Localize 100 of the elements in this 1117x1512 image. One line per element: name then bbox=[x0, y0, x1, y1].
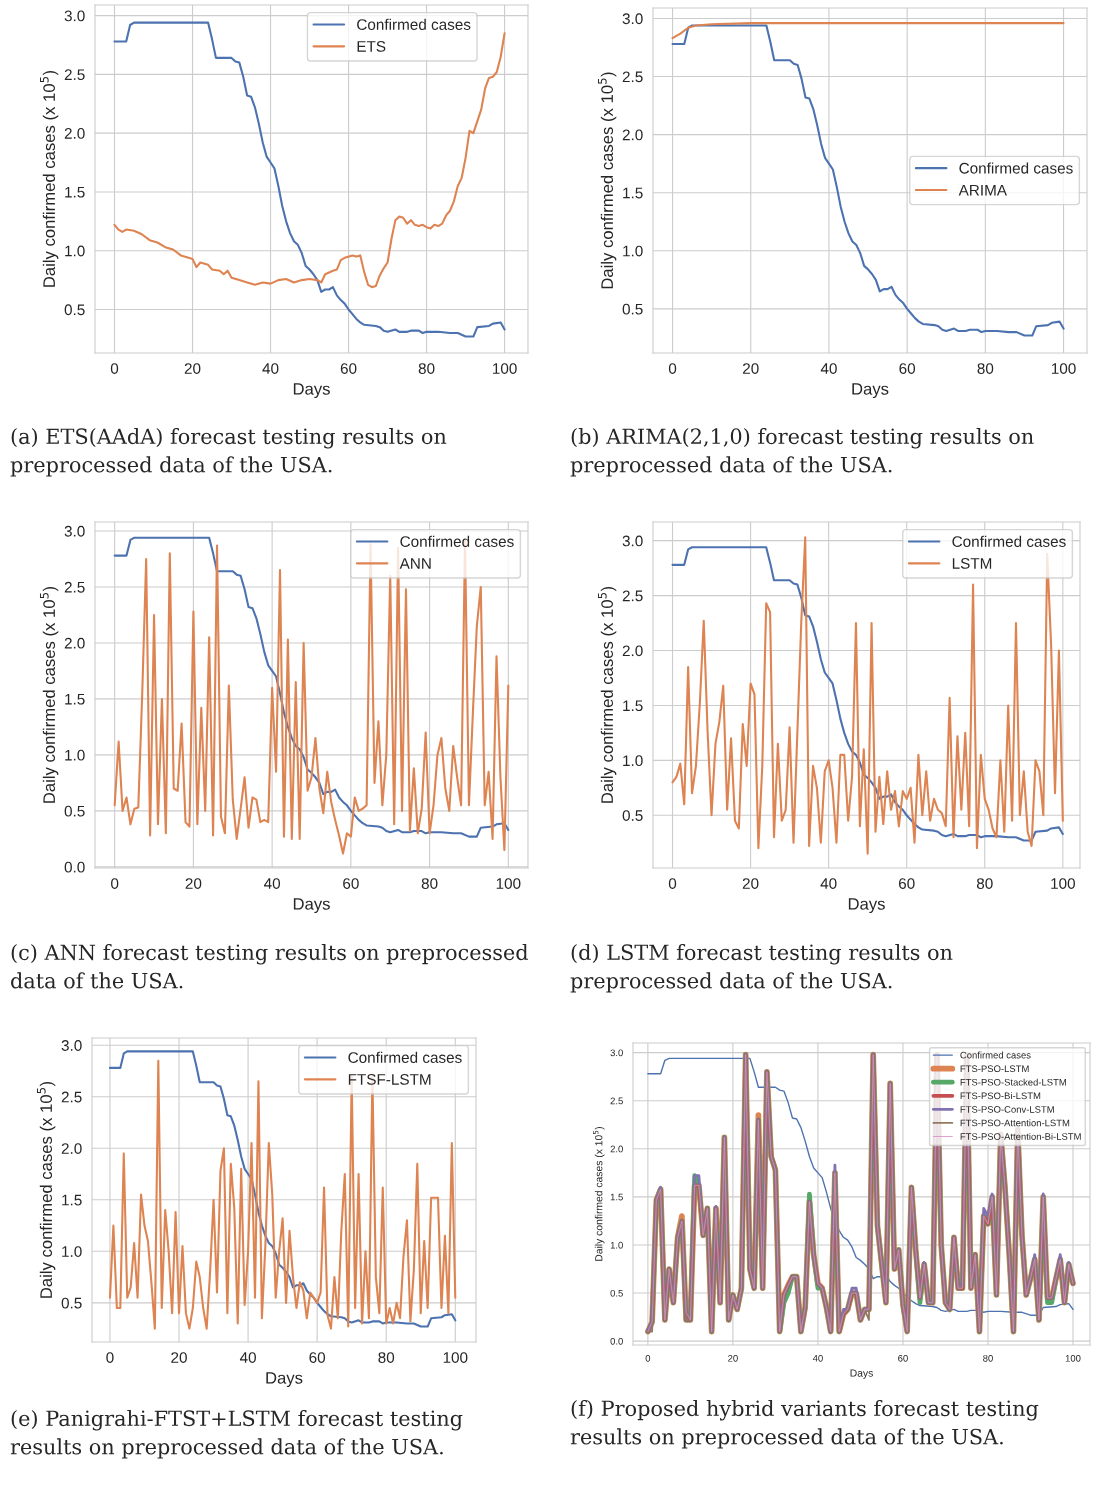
legend-label: Confirmed cases bbox=[959, 162, 1073, 174]
x-tick-label: 60 bbox=[309, 1352, 326, 1363]
x-tick-label: 0 bbox=[668, 878, 677, 889]
legend-label: FTS-PSO-Conv-LSTM bbox=[960, 1106, 1054, 1113]
x-tick-label: 20 bbox=[185, 878, 202, 889]
y-tick-label: 1.5 bbox=[623, 187, 643, 199]
y-axis-title: Daily confirmed cases (x 10$^{5}$) bbox=[597, 72, 617, 289]
y-tick-label: 3.0 bbox=[64, 10, 85, 22]
y-tick-label: 1.0 bbox=[623, 755, 643, 767]
y-tick-label: 1.5 bbox=[65, 186, 85, 198]
x-tick-label: 40 bbox=[820, 363, 837, 374]
text: (d) LSTM forecast testing results on preprocessed data of the USA. bbox=[570, 944, 953, 993]
y-tick-label: 2.5 bbox=[622, 71, 643, 83]
x-axis-title: Days bbox=[266, 1372, 303, 1388]
legend-label: Confirmed cases bbox=[348, 1051, 462, 1063]
x-tick-label: 40 bbox=[262, 363, 279, 374]
line-series bbox=[671, 22, 1065, 40]
legend-label: ARIMA bbox=[958, 184, 1007, 196]
x-tick-label: 20 bbox=[728, 1354, 738, 1362]
x-tick-label: 100 bbox=[1051, 878, 1075, 889]
y-tick-label: 1.0 bbox=[623, 245, 643, 257]
legend-label: Confirmed cases bbox=[960, 1051, 1031, 1059]
y-tick-label: 1.0 bbox=[62, 1246, 82, 1257]
x-tick-label: 20 bbox=[184, 363, 201, 374]
x-tick-label: 100 bbox=[496, 878, 521, 889]
y-tick-label: 1.5 bbox=[623, 700, 643, 712]
y-tick-label: 2.5 bbox=[64, 69, 85, 81]
legend-label: ETS bbox=[357, 41, 386, 52]
y-tick-label: 0.5 bbox=[622, 810, 643, 821]
x-tick-label: 40 bbox=[239, 1352, 256, 1363]
text: (e) Panigrahi-FTST+LSTM forecast testing results on preprocessed data of the USA. bbox=[10, 1410, 463, 1459]
y-tick-label: 2.0 bbox=[622, 129, 643, 141]
legend-label: FTS-PSO-Bi-LSTM bbox=[960, 1092, 1041, 1100]
x-tick-label: 60 bbox=[898, 1354, 908, 1362]
x-axis-title: Days bbox=[293, 383, 330, 399]
x-tick-label: 60 bbox=[340, 363, 357, 374]
x-tick-label: 80 bbox=[976, 878, 993, 889]
y-tick-label: 0.5 bbox=[64, 805, 85, 817]
legend-label: FTS-PSO-Attention-LSTM bbox=[960, 1119, 1070, 1127]
x-tick-label: 80 bbox=[418, 363, 435, 374]
x-tick-label: 40 bbox=[820, 878, 837, 889]
x-axis-title: Days bbox=[850, 1369, 873, 1379]
legend-label: FTS-PSO-LSTM bbox=[960, 1065, 1029, 1073]
y-tick-label: 0.5 bbox=[622, 303, 643, 315]
x-axis-title: Days bbox=[293, 898, 330, 914]
y-tick-label: 1.0 bbox=[65, 749, 85, 761]
legend-label: FTSF-LSTM bbox=[348, 1074, 431, 1085]
y-tick-label: 0.5 bbox=[610, 1289, 623, 1297]
x-tick-label: 100 bbox=[443, 1352, 468, 1363]
x-tick-label: 80 bbox=[378, 1352, 395, 1363]
x-tick-label: 0 bbox=[110, 363, 119, 374]
x-tick-label: 0 bbox=[645, 1354, 651, 1362]
x-axis-title: Days bbox=[852, 383, 889, 399]
text: (f) Proposed hybrid variants forecast testing results on preprocessed data of the USA. bbox=[570, 1400, 1039, 1449]
x-tick-label: 80 bbox=[421, 878, 438, 889]
text: (b) ARIMA(2,1,0) forecast testing results on preprocessed data of the USA. bbox=[570, 428, 1034, 477]
y-tick-label: 2.0 bbox=[64, 128, 85, 139]
y-tick-label: 1.5 bbox=[65, 693, 85, 705]
x-tick-label: 0 bbox=[106, 1352, 114, 1363]
y-tick-label: 3.0 bbox=[622, 535, 643, 547]
y-tick-label: 2.0 bbox=[610, 1145, 623, 1153]
legend-label: Confirmed cases bbox=[952, 535, 1066, 547]
x-tick-label: 100 bbox=[1065, 1354, 1081, 1362]
x-tick-label: 40 bbox=[812, 1354, 823, 1362]
legend-label: Confirmed cases bbox=[357, 18, 471, 30]
y-tick-label: 2.5 bbox=[61, 1091, 82, 1103]
y-tick-label: 3.0 bbox=[61, 1040, 82, 1051]
legend-label: FTS-PSO-Attention-Bi-LSTM bbox=[960, 1132, 1081, 1140]
y-axis-title: Daily confirmed cases (x 10$^{5}$) bbox=[597, 586, 617, 803]
y-tick-label: 0.0 bbox=[610, 1337, 623, 1345]
x-tick-label: 60 bbox=[898, 878, 915, 889]
legend-label: ANN bbox=[399, 558, 431, 569]
x-tick-label: 60 bbox=[343, 878, 359, 889]
y-axis-title: Daily confirmed cases (x 10$^{5}$) bbox=[39, 70, 59, 287]
y-tick-label: 2.0 bbox=[64, 637, 85, 649]
y-tick-label: 3.0 bbox=[622, 13, 643, 25]
legend-label: Confirmed cases bbox=[400, 535, 514, 547]
y-tick-label: 2.0 bbox=[622, 645, 643, 657]
y-axis-title: Daily confirmed cases (x 10$^{5}$) bbox=[36, 1081, 56, 1298]
y-tick-label: 1.0 bbox=[65, 245, 85, 257]
x-tick-label: 60 bbox=[899, 363, 916, 374]
legend-label: LSTM bbox=[952, 558, 992, 569]
line-series bbox=[113, 32, 506, 289]
x-tick-label: 20 bbox=[742, 878, 759, 889]
y-tick-label: 0.5 bbox=[64, 304, 85, 316]
y-tick-label: 0.0 bbox=[64, 861, 85, 873]
x-tick-label: 100 bbox=[1051, 363, 1076, 374]
y-tick-label: 0.5 bbox=[61, 1297, 82, 1309]
y-tick-label: 2.5 bbox=[622, 590, 643, 602]
y-tick-label: 2.0 bbox=[61, 1143, 82, 1154]
text: (a) ETS(AAdA) forecast testing results on preprocessed data of the USA. bbox=[10, 428, 447, 477]
y-axis-title: Daily confirmed cases (x 10$^{5}$) bbox=[593, 1126, 605, 1261]
y-tick-label: 1.5 bbox=[62, 1194, 82, 1206]
y-tick-label: 3.0 bbox=[610, 1049, 623, 1057]
y-tick-label: 2.5 bbox=[610, 1097, 623, 1105]
x-axis-title: Days bbox=[848, 898, 885, 914]
x-tick-label: 80 bbox=[977, 363, 994, 374]
text: (c) ANN forecast testing results on preprocessed data of the USA. bbox=[11, 944, 529, 989]
x-tick-label: 20 bbox=[171, 1352, 187, 1363]
y-tick-label: 2.5 bbox=[64, 581, 85, 593]
